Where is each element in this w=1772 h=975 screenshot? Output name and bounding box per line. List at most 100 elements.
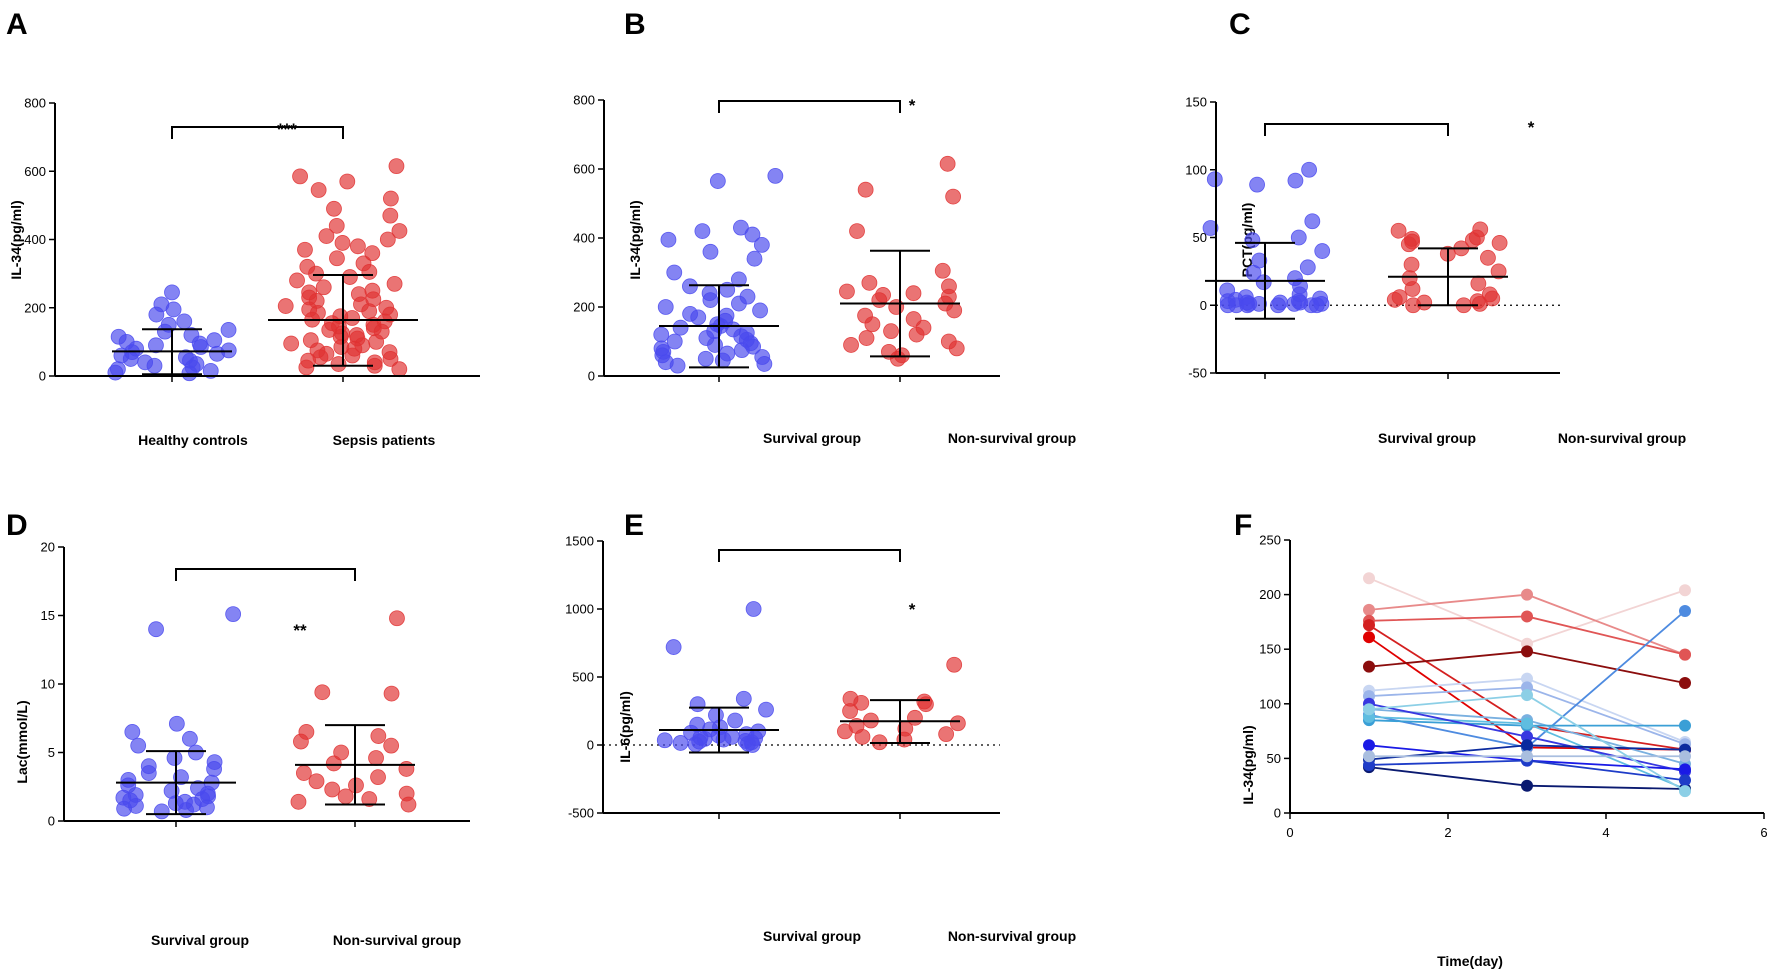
data-point — [946, 302, 963, 319]
error-bar-group — [840, 249, 960, 358]
data-point — [1308, 297, 1325, 314]
data-point — [946, 656, 963, 673]
y-tick-label: -50 — [1188, 366, 1207, 381]
category-label-d-1: Non-survival group — [333, 932, 461, 948]
series-point — [1679, 584, 1691, 597]
data-point — [1471, 295, 1488, 312]
data-point — [745, 601, 762, 617]
y-tick-label: 1000 — [565, 602, 594, 617]
series-red-points — [839, 155, 965, 367]
data-point — [857, 181, 874, 198]
category-label-c-0: Survival group — [1378, 430, 1476, 446]
series-point — [1363, 631, 1375, 644]
data-point — [660, 231, 677, 248]
data-point — [1244, 232, 1261, 249]
y-tick-label: 200 — [1259, 587, 1281, 602]
panel-b: B IL-34(pg/ml) Survival group Non-surviv… — [573, 8, 1076, 446]
data-point — [124, 724, 141, 740]
data-point — [756, 356, 773, 372]
data-point — [295, 765, 312, 781]
data-point — [314, 684, 331, 701]
data-point — [382, 351, 399, 367]
data-point — [666, 333, 683, 350]
data-point — [1249, 176, 1265, 193]
series-blue-points — [653, 167, 784, 374]
series-point — [1521, 717, 1533, 730]
data-point — [202, 362, 219, 379]
data-point — [918, 696, 934, 713]
data-point — [386, 275, 403, 292]
data-point — [1255, 274, 1272, 291]
data-point — [839, 283, 855, 300]
data-point — [368, 333, 385, 350]
category-label-b-0: Survival group — [763, 430, 861, 446]
data-point — [293, 733, 309, 750]
series-point — [1679, 604, 1691, 617]
data-point — [672, 735, 689, 751]
data-point — [727, 712, 744, 729]
data-point — [220, 322, 237, 338]
y-tick-label: 1500 — [565, 534, 594, 549]
series-point — [1521, 739, 1533, 752]
series-point — [1521, 610, 1533, 623]
data-point — [908, 326, 925, 343]
data-point — [905, 285, 922, 302]
series-point — [1521, 689, 1533, 702]
data-point — [1470, 275, 1487, 292]
data-point — [1228, 297, 1245, 314]
y-tick-label: 150 — [1259, 642, 1281, 657]
y-tick-label: 250 — [1259, 533, 1281, 548]
data-point — [871, 292, 888, 309]
data-point — [116, 800, 133, 817]
data-point — [400, 796, 417, 813]
panel-label-e: E — [624, 509, 644, 542]
category-label-b-1: Non-survival group — [948, 430, 1076, 446]
error-bar-group — [112, 328, 232, 376]
data-point — [370, 728, 387, 744]
significance-bracket — [718, 549, 901, 562]
series-point — [1363, 572, 1375, 585]
series-point — [1363, 619, 1375, 632]
panel-a: A IL-34(pg/ml) Healthy controls Sepsis p… — [6, 8, 480, 448]
data-point — [148, 306, 165, 323]
data-point — [948, 340, 965, 357]
data-point — [672, 319, 689, 336]
significance-bracket — [1264, 123, 1449, 136]
series-point — [1363, 750, 1375, 763]
data-point — [364, 245, 381, 262]
y-axis-label-d: Lac(mmol/L) — [14, 700, 30, 783]
data-point — [308, 773, 325, 790]
data-point — [1386, 291, 1403, 308]
y-tick-label: 800 — [573, 93, 595, 108]
y-tick-label: 0 — [1274, 806, 1281, 821]
series-point — [1363, 703, 1375, 716]
data-point — [1400, 236, 1417, 253]
data-point — [709, 173, 726, 189]
data-point — [939, 155, 956, 172]
y-tick-label: 10 — [41, 677, 55, 692]
data-point — [187, 744, 204, 761]
series-blue-points — [1202, 161, 1331, 314]
data-point — [361, 303, 378, 320]
data-point — [176, 313, 193, 330]
data-point — [298, 359, 315, 376]
y-tick-label: 100 — [1259, 696, 1281, 711]
data-point — [945, 188, 962, 205]
data-point — [1304, 213, 1321, 230]
error-bar-group — [840, 699, 960, 744]
series-point — [1679, 719, 1691, 732]
panel-e: E IL-6(pg/ml) Survival group Non-surviva… — [565, 509, 1076, 944]
data-point — [767, 167, 784, 184]
data-point — [206, 332, 223, 349]
series-point — [1363, 758, 1375, 771]
data-point — [308, 265, 324, 282]
y-tick-label: 20 — [41, 540, 55, 555]
error-bar-group — [295, 724, 415, 806]
y-tick-label: 0 — [39, 369, 46, 384]
data-point — [391, 361, 408, 378]
data-point — [166, 750, 183, 766]
y-tick-label: 15 — [41, 608, 55, 623]
error-bar-group — [268, 273, 418, 367]
data-point — [225, 606, 242, 623]
